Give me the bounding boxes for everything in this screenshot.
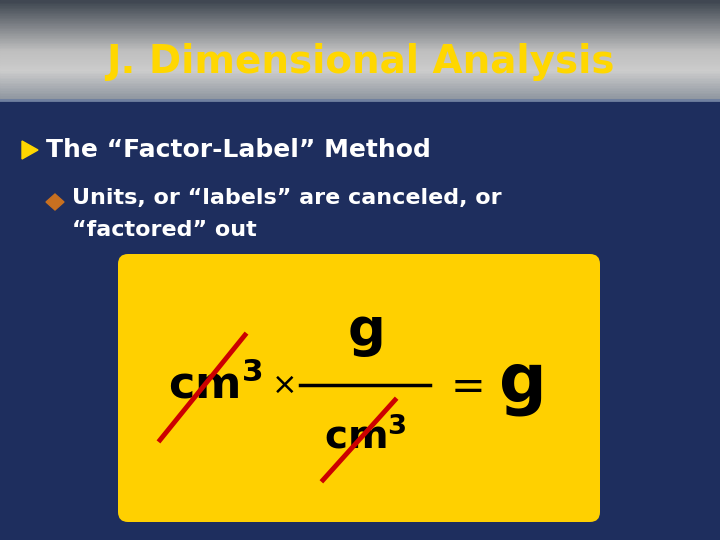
Text: $\mathbf{cm^3}$: $\mathbf{cm^3}$ [168,363,262,407]
Bar [0,97,720,98]
Bar [0,89,720,90]
Bar [0,85,720,86]
Bar [0,77,720,78]
Text: The “Factor-Label” Method: The “Factor-Label” Method [46,138,431,162]
FancyBboxPatch shape [118,254,600,522]
Text: $\mathbf{cm^3}$: $\mathbf{cm^3}$ [323,417,406,457]
Bar [0,22,720,23]
Bar [0,57,720,58]
Bar [0,90,720,92]
Text: $\mathbf{g}$: $\mathbf{g}$ [498,352,542,418]
Bar [0,73,720,75]
Bar [0,63,720,65]
Text: $\times$: $\times$ [271,370,294,400]
Bar [0,53,720,55]
Bar [0,42,720,43]
Bar [0,15,720,17]
Bar [0,66,720,69]
Bar [0,82,720,83]
Bar [0,18,720,20]
Bar [0,80,720,82]
Text: $\mathbf{g}$: $\mathbf{g}$ [347,307,383,359]
Polygon shape [22,141,38,159]
Bar [0,8,720,10]
Text: Units, or “labels” are canceled, or: Units, or “labels” are canceled, or [72,188,502,208]
Polygon shape [46,194,64,210]
Bar [0,6,720,8]
Bar [0,3,720,5]
Bar [0,93,720,95]
Bar [0,86,720,89]
Bar [0,55,720,57]
Text: “factored” out: “factored” out [72,220,257,240]
Bar [0,23,720,25]
Bar [0,26,720,28]
Bar [0,5,720,6]
Bar [0,40,720,42]
Bar [0,12,720,14]
Bar [0,98,720,100]
Bar [0,92,720,93]
Bar [0,83,720,85]
Text: J. Dimensional Analysis: J. Dimensional Analysis [106,43,614,81]
Bar [0,38,720,40]
Bar [0,37,720,38]
Bar [0,100,720,540]
Bar [0,72,720,73]
Bar [0,28,720,30]
Bar [0,46,720,49]
Bar [0,65,720,66]
Bar [0,0,720,2]
Bar [0,95,720,97]
Bar [0,25,720,26]
Bar [0,43,720,45]
Bar [0,75,720,77]
Text: $=$: $=$ [442,364,482,406]
Bar [0,70,720,72]
Bar [0,35,720,37]
Bar [0,50,720,52]
Bar [0,14,720,15]
Bar [0,49,720,50]
Bar [0,10,720,12]
Bar [0,60,720,62]
Bar [0,78,720,80]
Bar [0,2,720,3]
Bar [0,52,720,53]
Bar [0,69,720,70]
Bar [0,17,720,18]
Bar [0,20,720,22]
Bar [0,30,720,32]
Bar [0,32,720,33]
Bar [0,58,720,60]
Bar [0,33,720,35]
Bar [0,62,720,63]
Bar [0,45,720,46]
